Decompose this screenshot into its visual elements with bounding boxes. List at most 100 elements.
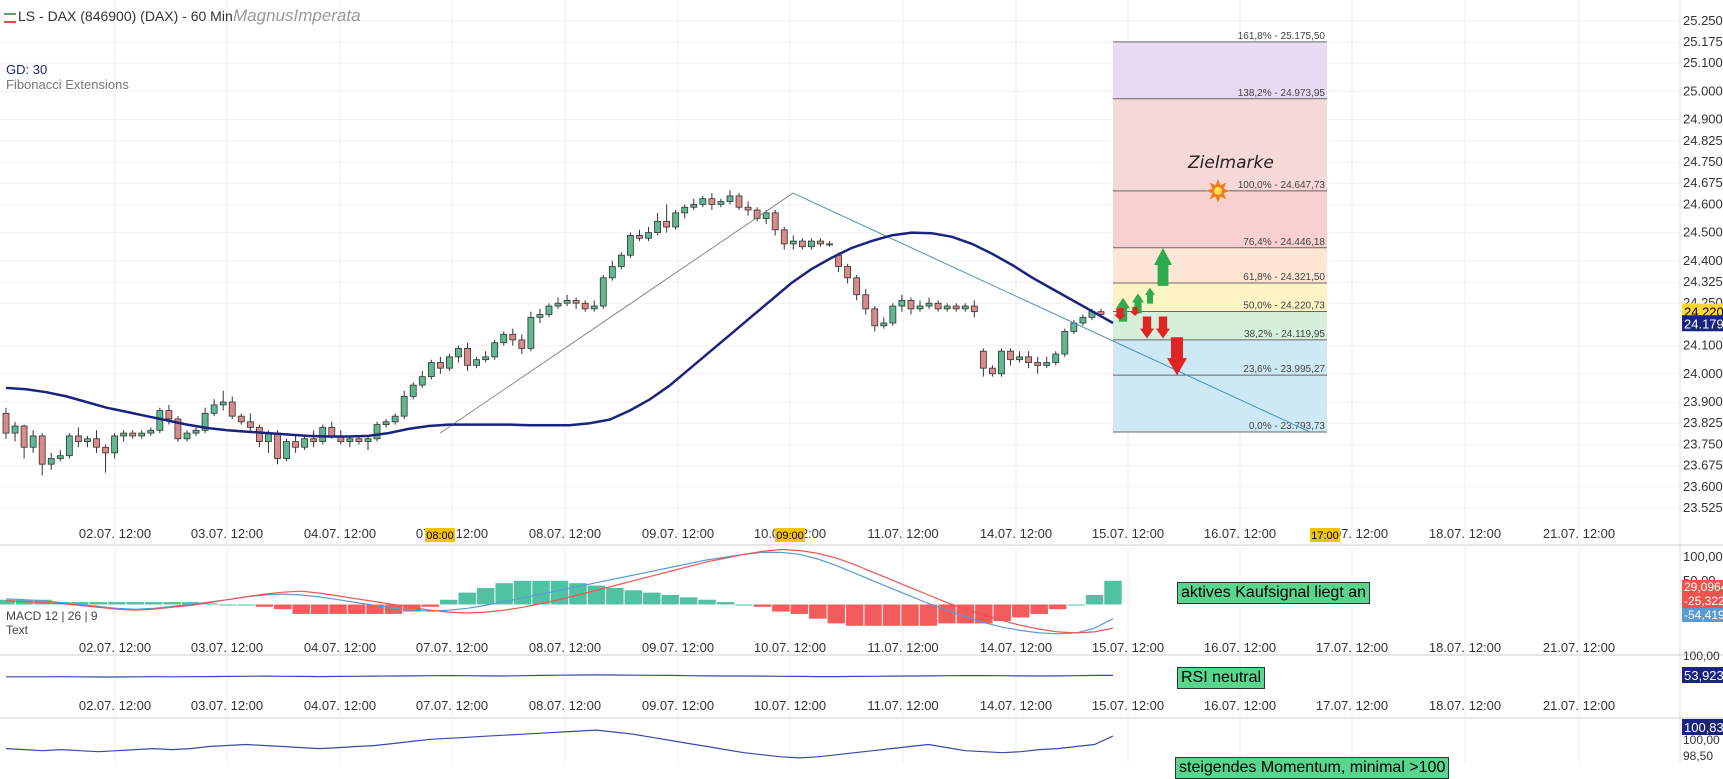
candle-body <box>246 421 254 428</box>
macd-histogram-bar <box>1085 595 1104 605</box>
macd-histogram-bar <box>735 604 753 606</box>
macd-histogram-bar <box>938 604 956 624</box>
macd-label[interactable]: MACD 12 | 26 | 9 <box>6 609 98 623</box>
fibonacci-zone <box>1113 98 1327 191</box>
rsi-y-tick-label: 100,00 <box>1683 649 1720 663</box>
y-tick-label: 25.100 <box>1683 55 1723 70</box>
macd-histogram-bar <box>753 604 772 607</box>
macd-histogram-bar <box>643 592 661 605</box>
candle-body <box>844 266 852 279</box>
y-tick-label: 24.600 <box>1683 196 1723 211</box>
macd-histogram-bar <box>310 604 329 614</box>
candle-body <box>310 438 318 442</box>
macd-histogram-bar <box>882 604 901 626</box>
current-price-label: 24.179 <box>1684 316 1723 331</box>
macd-histogram-bar <box>366 604 384 614</box>
rsi-signal-box: RSI neutral <box>1177 667 1266 689</box>
fibonacci-level-label: 0,0% - 23.793,73 <box>1249 421 1326 432</box>
macd-y-tick-label: 100,00 <box>1683 549 1723 564</box>
macd-histogram-bar <box>1030 604 1048 614</box>
candle-body <box>418 376 426 386</box>
candle-body <box>382 421 390 426</box>
candle-body <box>1043 362 1051 366</box>
sell-arrow-icon <box>1130 306 1140 316</box>
buy-arrow-icon <box>1154 247 1172 286</box>
candle-body <box>989 367 996 375</box>
macd-histogram-bar <box>845 604 864 626</box>
moving-average-label[interactable]: GD: 30 <box>6 62 48 77</box>
candle-body <box>726 195 734 202</box>
candle-body <box>636 235 643 239</box>
candle-body <box>255 427 263 442</box>
candle-body <box>1025 356 1033 363</box>
macd-histogram-bar <box>624 590 643 605</box>
candle-body <box>681 206 689 214</box>
macd-histogram-bar <box>107 602 126 605</box>
current-price-label-bg <box>1682 315 1723 332</box>
candle-body <box>527 316 535 349</box>
chart-title: LS - DAX (846900) (DAX) - 60 Min <box>18 8 233 24</box>
x-tick-label: 02.07. 12:00 <box>79 640 151 655</box>
candle-body <box>446 356 453 369</box>
y-tick-label: 25.175 <box>1683 34 1723 49</box>
session-mark-label: 17:00 <box>1311 530 1339 542</box>
candle-body <box>455 347 462 358</box>
x-tick-label: 15.07. 12:00 <box>1092 640 1164 655</box>
macd-histogram-bar <box>698 599 716 605</box>
macd-histogram-bar <box>606 587 624 605</box>
macd-histogram-bar <box>716 602 735 605</box>
macd-histogram-bar <box>329 604 347 614</box>
candle-body <box>509 333 517 341</box>
x-tick-label: 08.07. 12:00 <box>529 640 601 655</box>
candle-body <box>617 254 625 267</box>
macd-value-label-bg <box>1682 594 1723 608</box>
y-tick-label: 23.750 <box>1683 436 1723 451</box>
candle-body <box>780 229 788 245</box>
candle-body <box>427 362 435 378</box>
x-tick-label: 04.07. 12:00 <box>304 640 376 655</box>
x-tick-label: 04.07. 12:00 <box>304 698 376 713</box>
y-tick-label: 24.900 <box>1683 112 1723 127</box>
fibonacci-level-label: 138,2% - 24.973,95 <box>1238 88 1326 99</box>
candle-body <box>65 435 73 457</box>
candle-body <box>210 404 218 414</box>
candle-body <box>183 432 191 440</box>
x-tick-label: 11.07. 12:00 <box>867 526 938 541</box>
macd-histogram-bar <box>255 604 274 607</box>
x-tick-label: 03.07. 12:00 <box>191 526 263 541</box>
macd-histogram-bar <box>661 595 679 605</box>
macd-histogram-bar <box>163 602 181 605</box>
author-label: MagnusImperata <box>233 6 361 25</box>
fibonacci-label[interactable]: Fibonacci Extensions <box>6 77 129 92</box>
candle-body <box>1007 350 1014 361</box>
candle-body <box>93 438 100 448</box>
x-tick-label: 18.07. 12:00 <box>1429 698 1501 713</box>
macd-histogram-bar <box>200 603 218 605</box>
macd-histogram-bar <box>790 604 809 614</box>
candle-body <box>129 432 137 437</box>
y-tick-label: 24.500 <box>1683 225 1723 240</box>
candle-body <box>328 427 336 437</box>
momentum-line <box>5 729 1114 759</box>
candle-body <box>301 438 309 448</box>
candle-body <box>979 350 987 369</box>
fibonacci-level-label: 50,0% - 24.220,73 <box>1243 300 1325 311</box>
chart-svg[interactable]: 25.250 25.175 25.100 25.000 24.900 24.825 24.7… <box>0 0 1723 762</box>
candle-body <box>943 305 951 310</box>
x-tick-label: 17.07. 12:00 <box>1316 698 1388 713</box>
fibonacci-zone <box>1113 190 1327 248</box>
macd-histogram-bar <box>1104 580 1122 605</box>
macd-histogram-bar <box>1012 604 1030 618</box>
x-tick-label: 14.07. 12:00 <box>980 698 1052 713</box>
candle-body <box>2 412 10 434</box>
y-tick-label: 24.825 <box>1683 133 1723 148</box>
candle-body <box>871 308 879 327</box>
candle-body <box>174 418 182 440</box>
candle-body <box>29 435 37 448</box>
fibonacci-level-label: 61,8% - 24.321,50 <box>1243 272 1325 283</box>
trendline-down <box>792 192 1311 433</box>
candle-body <box>1079 316 1087 324</box>
macd-histogram-bar <box>569 583 587 605</box>
candle-body <box>808 240 815 248</box>
series-legend-icon <box>4 13 16 23</box>
